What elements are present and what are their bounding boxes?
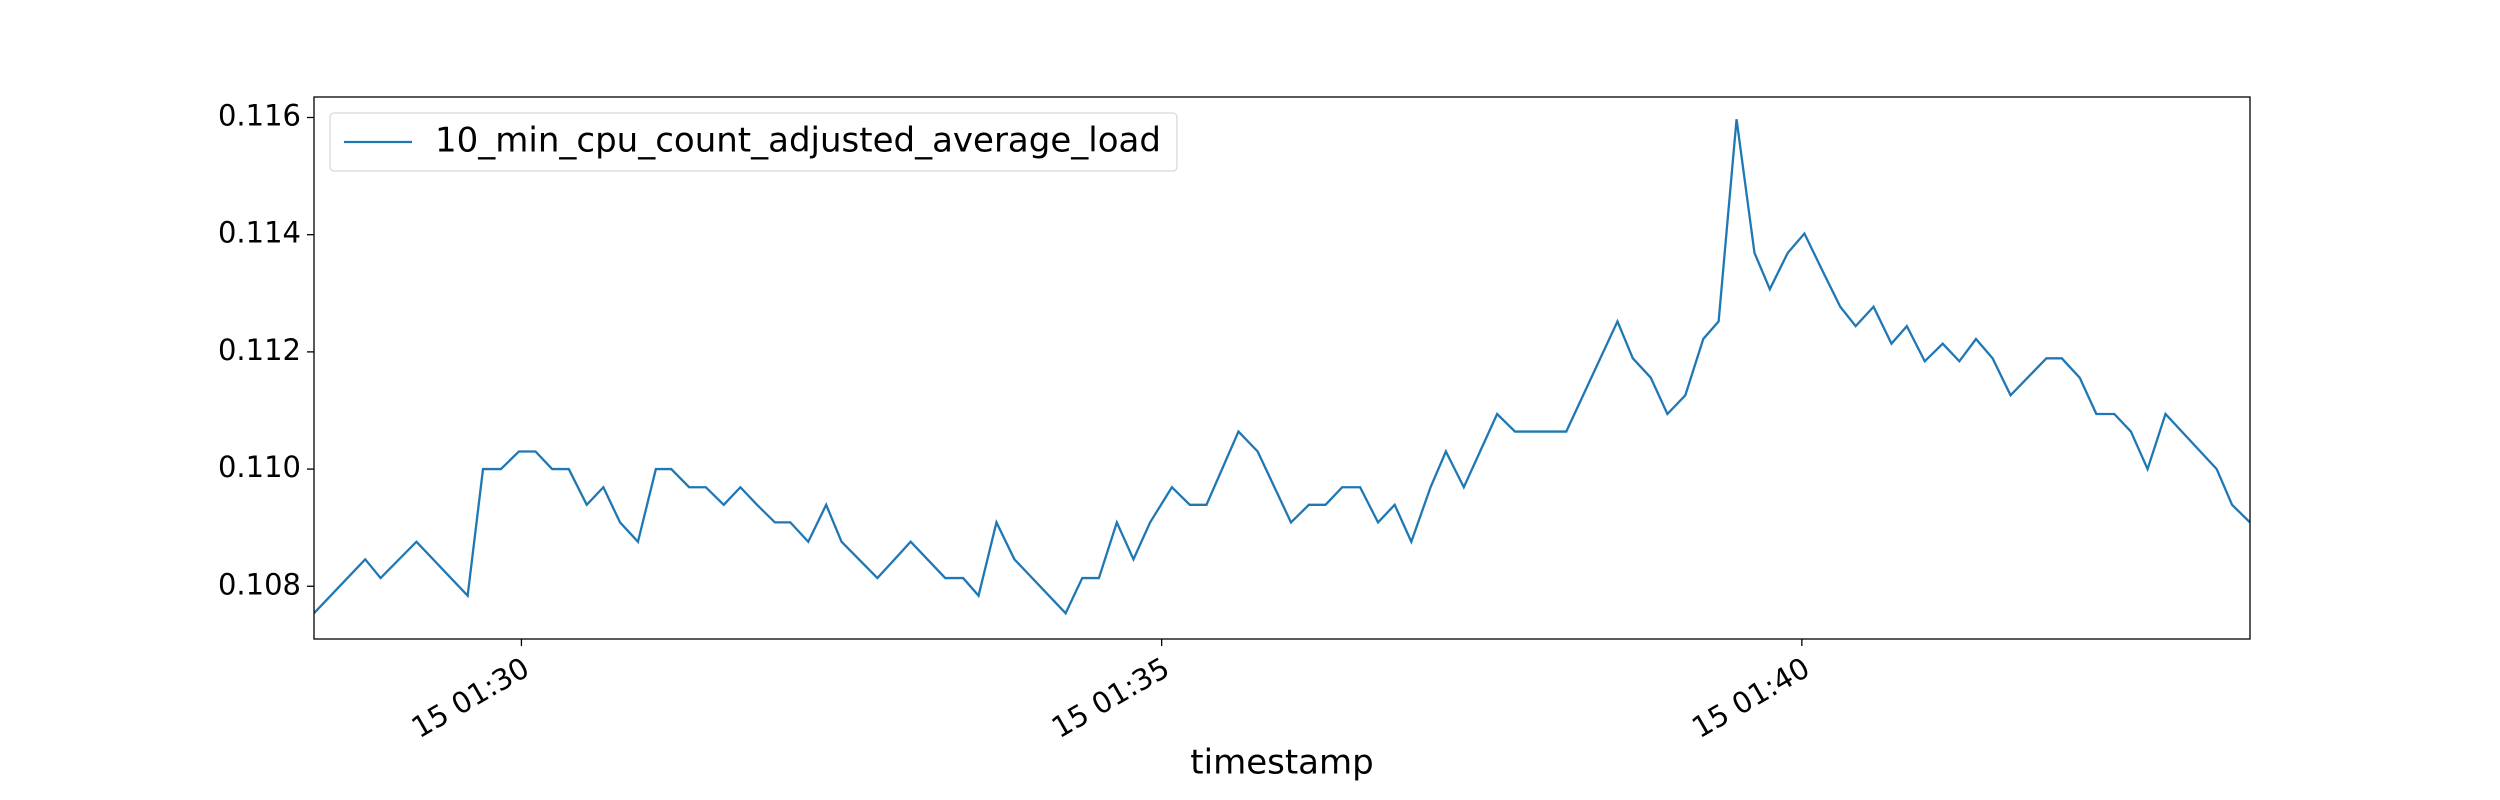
legend-label: 10_min_cpu_count_adjusted_average_load <box>435 121 1161 161</box>
x-tick-label: 15 01:35 <box>1046 651 1175 745</box>
x-tick-label: 15 01:30 <box>406 651 535 745</box>
line-series <box>314 119 2250 616</box>
y-tick-label: 0.110 <box>218 450 301 484</box>
y-tick-label: 0.108 <box>218 567 301 601</box>
y-tick-label: 0.114 <box>218 216 301 250</box>
legend-box <box>329 112 1178 172</box>
x-axis-label: timestamp <box>1190 743 1373 783</box>
y-tick-label: 0.112 <box>218 333 301 367</box>
plot-frame <box>313 96 2251 640</box>
y-tick-label: 0.116 <box>218 99 301 133</box>
x-tick-label: 15 01:40 <box>1686 651 1815 745</box>
